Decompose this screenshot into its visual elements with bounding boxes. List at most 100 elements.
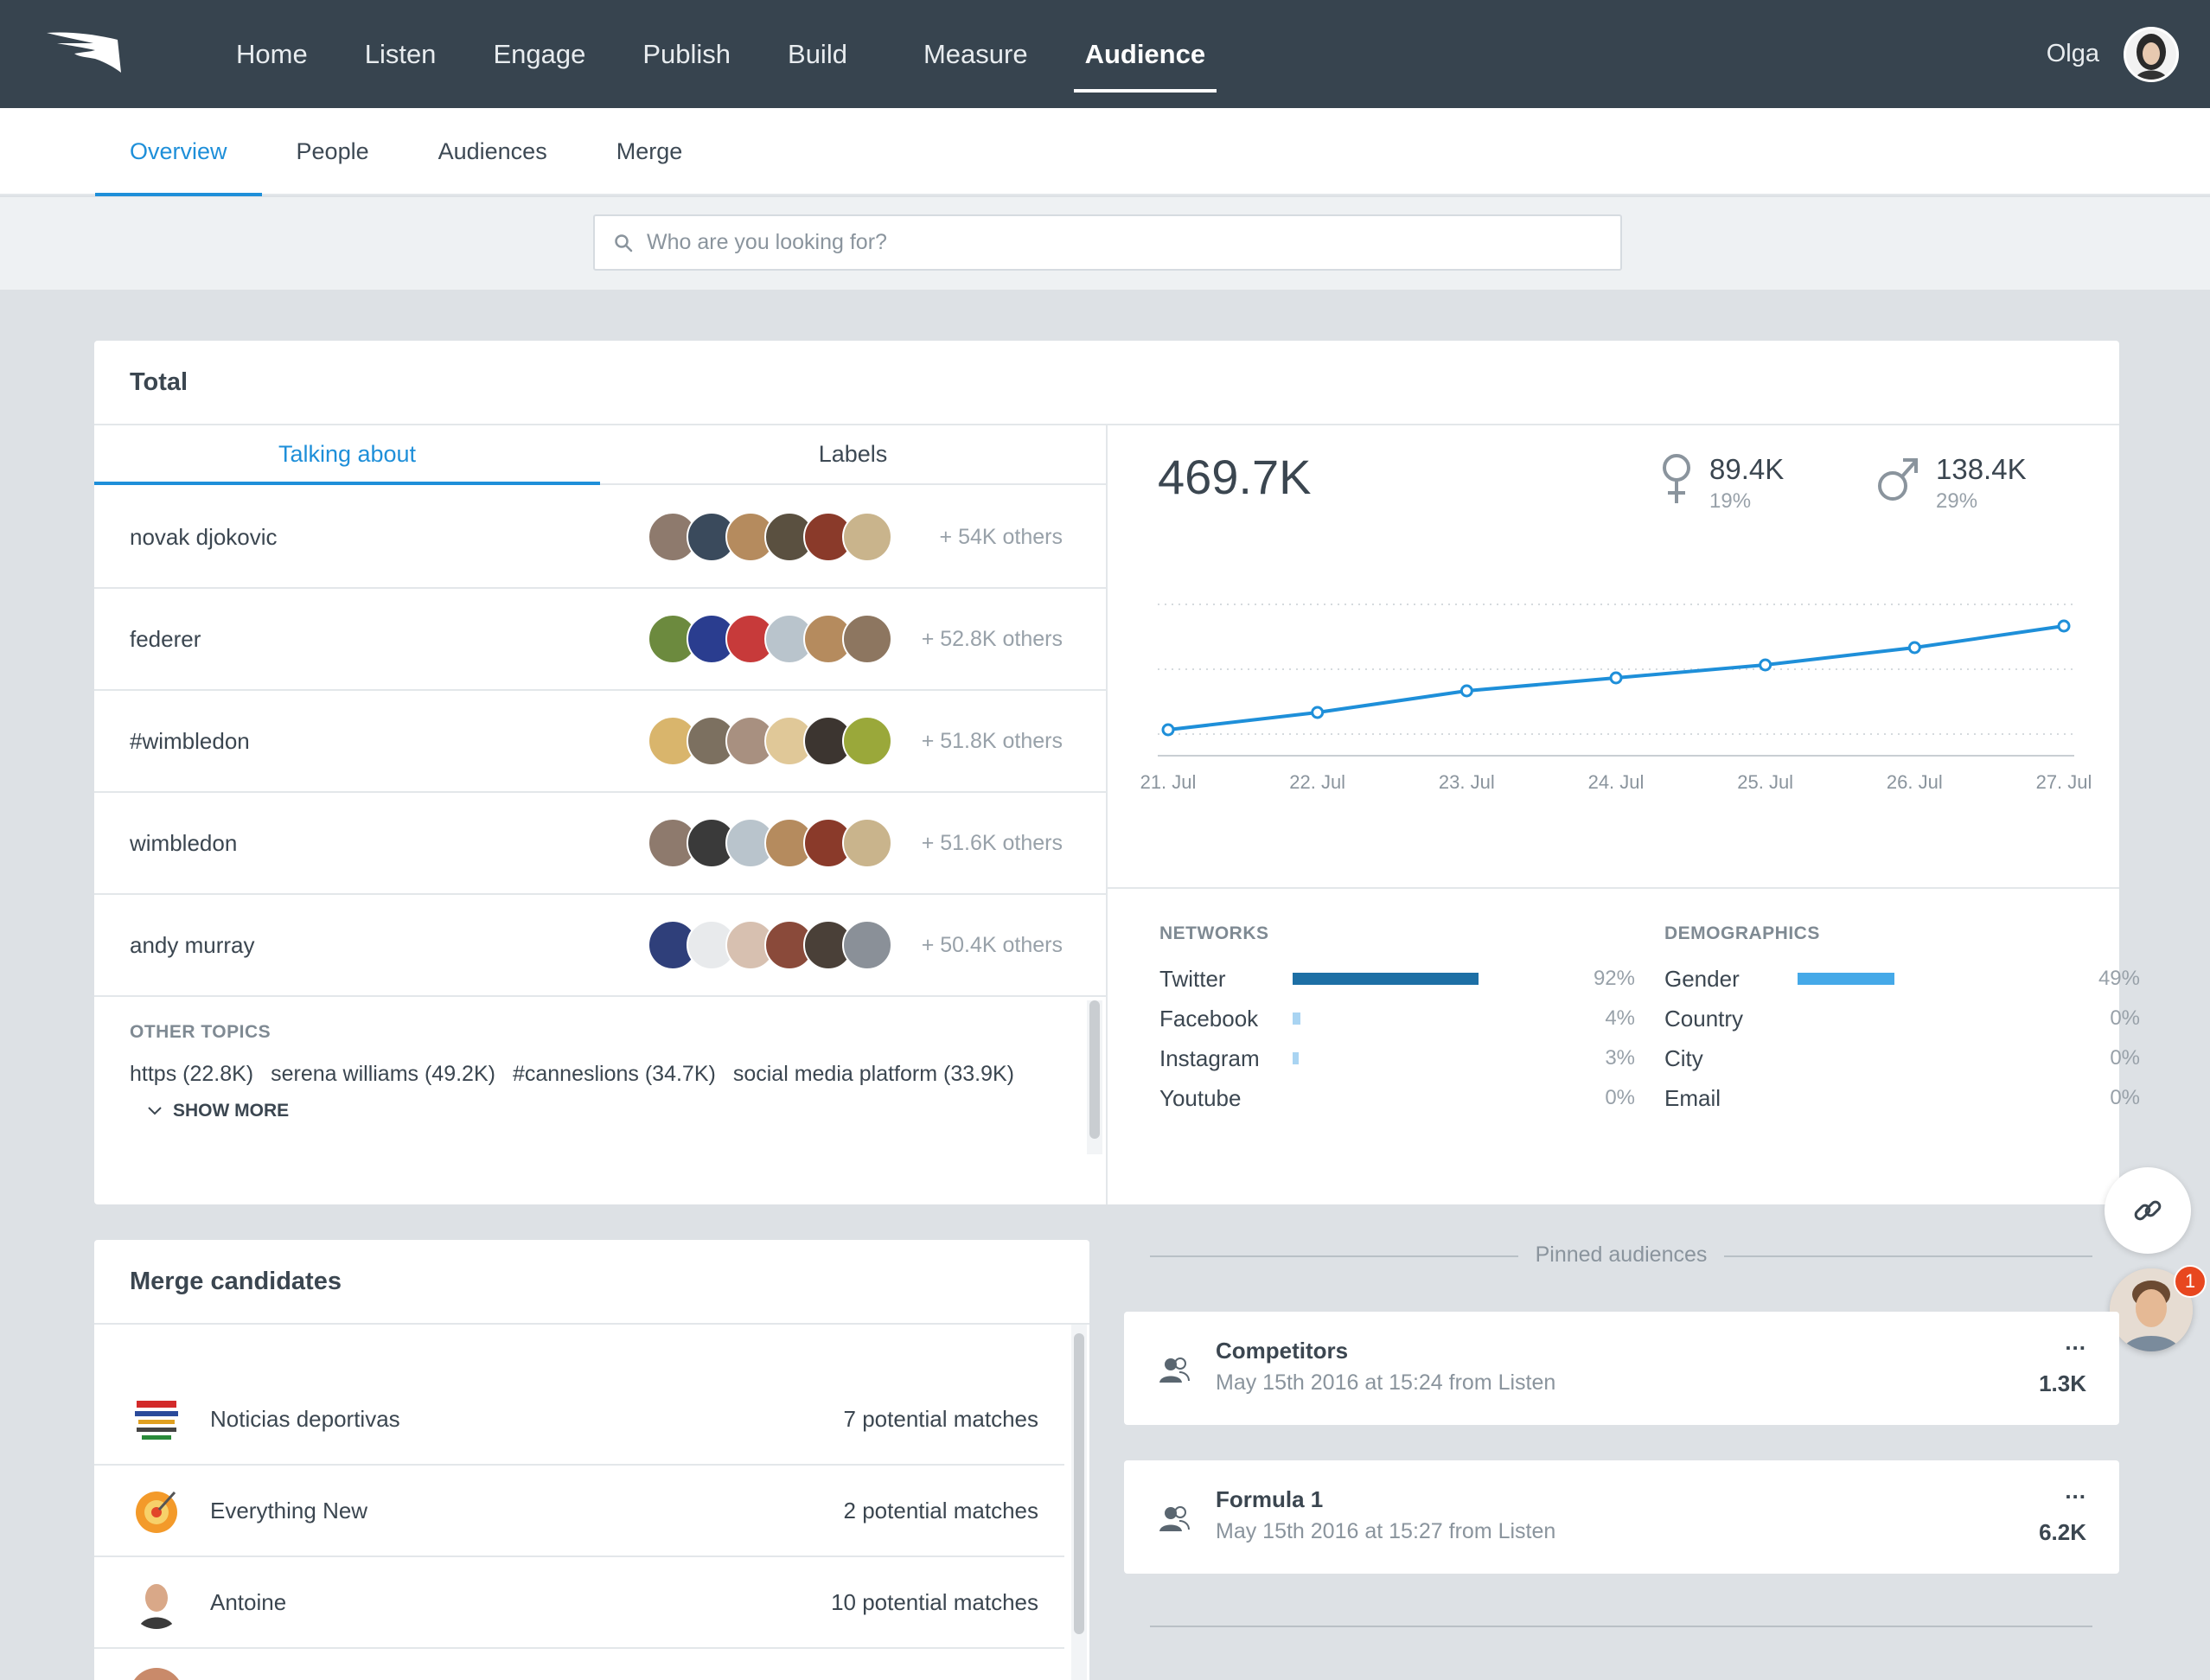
- avatar-stack: [648, 512, 892, 562]
- show-more-button[interactable]: SHOW MORE: [147, 1101, 1063, 1121]
- merge-matches[interactable]: 2 potential matches: [843, 1497, 1038, 1523]
- other-topic-item[interactable]: social media platform (33.9K): [732, 1062, 1014, 1086]
- avatar-stack: [648, 920, 892, 970]
- data-point[interactable]: [1459, 684, 1473, 698]
- female-pct: 19%: [1709, 489, 1752, 513]
- pinned-audience-card[interactable]: Competitors May 15th 2016 at 15:24 from …: [1124, 1312, 2119, 1425]
- data-point[interactable]: [1907, 641, 1921, 655]
- nav-build[interactable]: Build: [759, 0, 876, 108]
- scrollbar-thumb[interactable]: [1089, 1000, 1100, 1139]
- x-tick-label: 23. Jul: [1439, 771, 1495, 793]
- stat-label: City: [1664, 1044, 1703, 1071]
- merge-row[interactable]: Noticias deportivas 7 potential matches: [94, 1374, 1064, 1466]
- top-nav: Home Listen Engage Publish Build Measure…: [0, 0, 2210, 108]
- tab-merge-label: Merge: [616, 138, 683, 164]
- topic-row[interactable]: #wimbledon + 51.8K others: [94, 691, 1106, 793]
- search-field[interactable]: [593, 214, 1622, 271]
- stat-label: Email: [1664, 1084, 1721, 1111]
- stat-label: Instagram: [1159, 1044, 1260, 1071]
- tab-audiences[interactable]: Audiences: [404, 108, 582, 195]
- topic-row[interactable]: novak djokovic + 54K others: [94, 487, 1106, 589]
- nav-audience[interactable]: Audience: [1057, 0, 1235, 108]
- data-point[interactable]: [1311, 706, 1325, 719]
- female-stat: 89.4K 19%: [1659, 453, 1784, 514]
- data-point[interactable]: [1759, 658, 1772, 672]
- merge-matches[interactable]: 7 potential matches: [843, 1405, 1038, 1432]
- search-bar: [0, 197, 2210, 290]
- nav-measure[interactable]: Measure: [895, 0, 1057, 108]
- main-nav: Home Listen Engage Publish Build Measure…: [208, 0, 1234, 108]
- x-tick-label: 24. Jul: [1588, 771, 1645, 793]
- pinned-name: Competitors: [1216, 1338, 1349, 1364]
- profile-avatar: [130, 1575, 183, 1629]
- search-input[interactable]: [647, 230, 1598, 255]
- x-tick-label: 21. Jul: [1140, 771, 1197, 793]
- tab-overview[interactable]: Overview: [95, 108, 262, 196]
- merge-candidates-card: Merge candidates Noticias deportivas 7 p…: [94, 1240, 1089, 1680]
- wing-logo-icon[interactable]: [45, 28, 121, 76]
- x-tick-label: 26. Jul: [1887, 771, 1943, 793]
- topic-others: + 51.8K others: [921, 728, 1063, 753]
- nav-publish[interactable]: Publish: [614, 0, 759, 108]
- topic-name: federer: [130, 625, 201, 652]
- avatar: [842, 614, 892, 664]
- other-topic-item[interactable]: https (22.8K): [130, 1062, 254, 1086]
- data-point[interactable]: [1161, 723, 1175, 737]
- nav-home[interactable]: Home: [208, 0, 336, 108]
- stat-row-country: Country: [1664, 1001, 1743, 1036]
- show-more-label: SHOW MORE: [173, 1101, 290, 1121]
- scrollbar[interactable]: [1071, 1325, 1087, 1680]
- stat-row-gender: Gender: [1664, 961, 1740, 996]
- tab-audiences-label: Audiences: [438, 138, 547, 164]
- other-topic-item[interactable]: #canneslions (34.7K): [512, 1062, 716, 1086]
- male-pct: 29%: [1936, 489, 1978, 513]
- tab-talking-about[interactable]: Talking about: [94, 425, 600, 485]
- more-options-button[interactable]: ...: [2065, 1478, 2086, 1504]
- topic-row[interactable]: andy murray + 50.4K others: [94, 895, 1106, 997]
- chevron-down-icon: [148, 1107, 162, 1115]
- merge-row[interactable]: Antoine 10 potential matches: [94, 1557, 1064, 1649]
- stat-label: Twitter: [1159, 965, 1226, 992]
- sub-nav: Overview People Audiences Merge: [0, 108, 2210, 196]
- tab-merge[interactable]: Merge: [582, 108, 718, 195]
- topic-name: #wimbledon: [130, 727, 250, 754]
- scrollbar-thumb[interactable]: [1074, 1333, 1084, 1634]
- topic-name: wimbledon: [130, 829, 238, 856]
- tab-people-label: People: [296, 138, 369, 164]
- other-topic-item[interactable]: serena williams (49.2K): [271, 1062, 495, 1086]
- topic-row[interactable]: federer + 52.8K others: [94, 589, 1106, 691]
- avatar: [842, 818, 892, 868]
- nav-engage[interactable]: Engage: [464, 0, 614, 108]
- topic-row[interactable]: wimbledon + 51.6K others: [94, 793, 1106, 895]
- networks-label: NETWORKS: [1159, 923, 1269, 943]
- data-point[interactable]: [2057, 619, 2071, 633]
- data-point[interactable]: [1609, 671, 1623, 685]
- tab-labels[interactable]: Labels: [600, 425, 1106, 483]
- pinned-meta: May 15th 2016 at 15:24 from Listen: [1216, 1370, 1556, 1395]
- nav-listen[interactable]: Listen: [336, 0, 465, 108]
- stat-pct: 49%: [2098, 967, 2140, 990]
- pinned-count: 6.2K: [2039, 1519, 2086, 1545]
- user-menu[interactable]: Olga: [2047, 0, 2179, 108]
- pinned-audience-card[interactable]: Formula 1 May 15th 2016 at 15:27 from Li…: [1124, 1460, 2119, 1574]
- scrollbar[interactable]: [1087, 1000, 1102, 1154]
- merge-row[interactable]: Everything New 2 potential matches: [94, 1466, 1064, 1557]
- stat-row-youtube: Youtube: [1159, 1081, 1241, 1115]
- divider: [1724, 1255, 2092, 1257]
- divider: [1150, 1255, 1518, 1257]
- avatar: [687, 614, 737, 664]
- merge-matches[interactable]: 10 potential matches: [831, 1588, 1038, 1615]
- avatar[interactable]: [2124, 26, 2179, 82]
- topic-others: + 51.6K others: [921, 830, 1063, 855]
- merge-row[interactable]: [94, 1649, 1064, 1680]
- more-options-button[interactable]: ...: [2065, 1329, 2086, 1355]
- audience-icon: [1159, 1357, 1190, 1383]
- stat-pct: 4%: [1605, 1006, 1635, 1030]
- tab-people[interactable]: People: [262, 108, 404, 195]
- profile-avatar: [130, 1392, 183, 1446]
- link-button[interactable]: [2105, 1167, 2191, 1254]
- female-icon: [1663, 454, 1690, 503]
- stat-pct: 3%: [1605, 1046, 1635, 1070]
- stat-row-twitter: Twitter: [1159, 961, 1226, 996]
- avatar-stack: [648, 716, 892, 766]
